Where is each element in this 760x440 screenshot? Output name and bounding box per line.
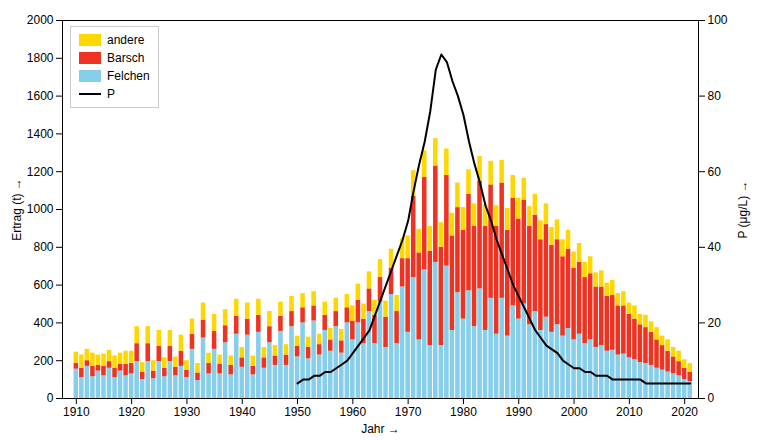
html-text:Felchen: Felchen (107, 69, 150, 83)
svg-text:P (μg/L) →: P (μg/L) → (736, 180, 750, 238)
svg-text:1950: 1950 (284, 405, 311, 419)
svg-text:0: 0 (47, 391, 54, 405)
svg-text:1800: 1800 (27, 51, 54, 65)
svg-text:1980: 1980 (450, 405, 477, 419)
svg-text:2010: 2010 (616, 405, 643, 419)
svg-text:1910: 1910 (63, 405, 90, 419)
svg-text:2000: 2000 (27, 13, 54, 27)
svg-text:40: 40 (708, 240, 722, 254)
svg-text:400: 400 (33, 316, 53, 330)
svg-text:100: 100 (708, 13, 728, 27)
svg-text:1940: 1940 (229, 405, 256, 419)
svg-text:20: 20 (708, 316, 722, 330)
svg-text:200: 200 (33, 354, 53, 368)
svg-text:1400: 1400 (27, 127, 54, 141)
svg-text:1970: 1970 (395, 405, 422, 419)
svg-text:1000: 1000 (27, 202, 54, 216)
html-text:P: P (107, 87, 115, 101)
svg-text:1960: 1960 (339, 405, 366, 419)
svg-text:1920: 1920 (118, 405, 145, 419)
html-text:Barsch: Barsch (107, 51, 145, 65)
svg-text:Ertrag (t) →: Ertrag (t) → (10, 178, 24, 241)
svg-text:1930: 1930 (174, 405, 201, 419)
html-text:andere: andere (107, 33, 145, 47)
svg-text:2020: 2020 (671, 405, 698, 419)
svg-text:0: 0 (708, 391, 715, 405)
svg-text:60: 60 (708, 165, 722, 179)
svg-text:1200: 1200 (27, 165, 54, 179)
svg-text:1990: 1990 (505, 405, 532, 419)
svg-text:2000: 2000 (561, 405, 588, 419)
svg-text:80: 80 (708, 89, 722, 103)
svg-text:800: 800 (33, 240, 53, 254)
svg-text:600: 600 (33, 278, 53, 292)
svg-text:Jahr →: Jahr → (361, 422, 400, 436)
svg-text:1600: 1600 (27, 89, 54, 103)
